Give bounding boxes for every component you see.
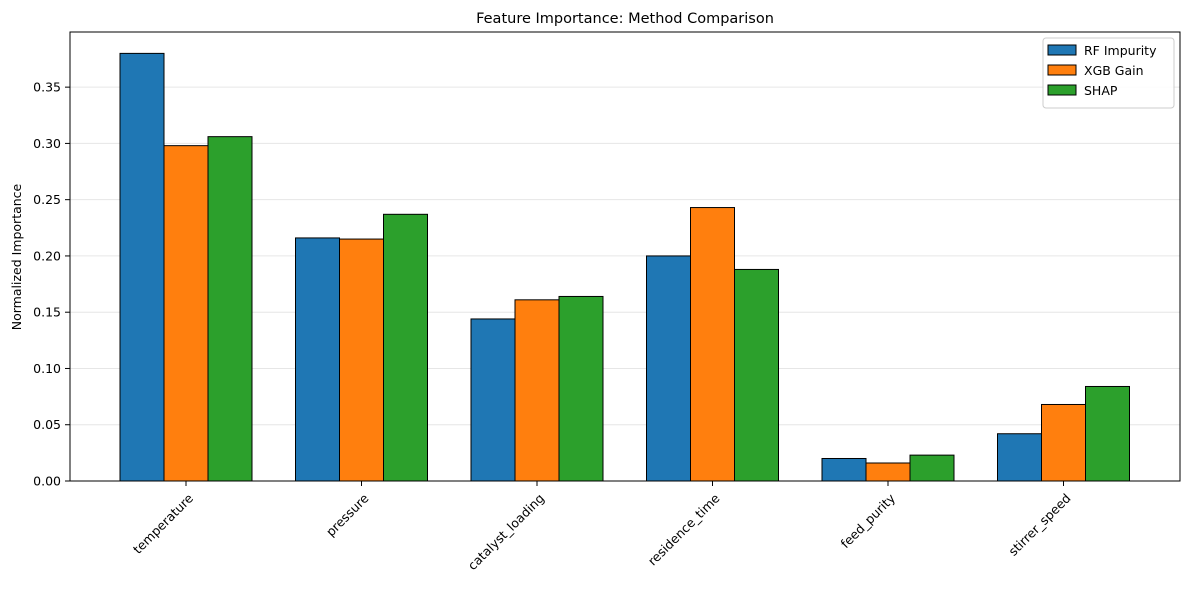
bar-rf-impurity-catalyst-loading [470,318,516,482]
y-tick-label: 0.25 [33,192,61,207]
bar-shap-temperature [207,136,253,482]
y-tick-label: 0.00 [33,474,61,489]
legend-label: XGB Gain [1084,63,1144,78]
bars [119,52,1130,482]
legend-label: RF Impurity [1084,43,1157,58]
bar-shap-pressure [383,213,428,482]
bar-xgb-gain-residence-time [690,207,735,482]
y-tick-label: 0.15 [33,305,61,320]
bar-rf-impurity-residence-time [646,255,691,482]
bar-shap-residence-time [734,268,779,482]
x-tick-label: catalyst_loading [465,491,548,574]
plot-frame [69,31,1181,482]
bar-xgb-gain-stirrer-speed [1041,403,1086,482]
y-tick-label: 0.35 [33,80,61,95]
legend-swatch [1047,84,1077,96]
x-tick-label: temperature [130,490,196,556]
bar-shap-stirrer-speed [1085,385,1130,482]
bar-shap-catalyst-loading [558,295,604,482]
bar-xgb-gain-pressure [339,238,384,482]
bar-xgb-gain-temperature [163,145,209,482]
grid [70,86,1180,482]
y-tick-label: 0.10 [33,361,61,376]
y-tick-label: 0.05 [33,417,61,432]
axes [69,31,1181,482]
bar-xgb-gain-feed-purity [865,462,911,482]
bar-xgb-gain-catalyst-loading [514,299,560,482]
y-tick-label: 0.30 [33,136,61,151]
legend-swatch [1047,64,1077,76]
x-tick-label: residence_time [645,490,723,568]
x-tick-label: feed_purity [837,490,898,551]
x-tick-label: pressure [323,490,372,539]
chart-title: Feature Importance: Method Comparison [476,11,774,27]
y-tick-label: 0.20 [33,248,61,263]
legend-label: SHAP [1084,83,1118,98]
bar-shap-feed-purity [909,454,955,482]
y-axis-label: Normalized Importance [9,183,24,330]
bar-rf-impurity-feed-purity [821,457,867,482]
legend: RF Impurity XGB Gain SHAP [1042,37,1175,109]
bar-rf-impurity-pressure [295,237,340,482]
bar-rf-impurity-temperature [119,52,165,482]
x-tick-label: stirrer_speed [1005,491,1073,559]
bar-rf-impurity-stirrer-speed [997,433,1042,482]
legend-swatch [1047,44,1077,56]
